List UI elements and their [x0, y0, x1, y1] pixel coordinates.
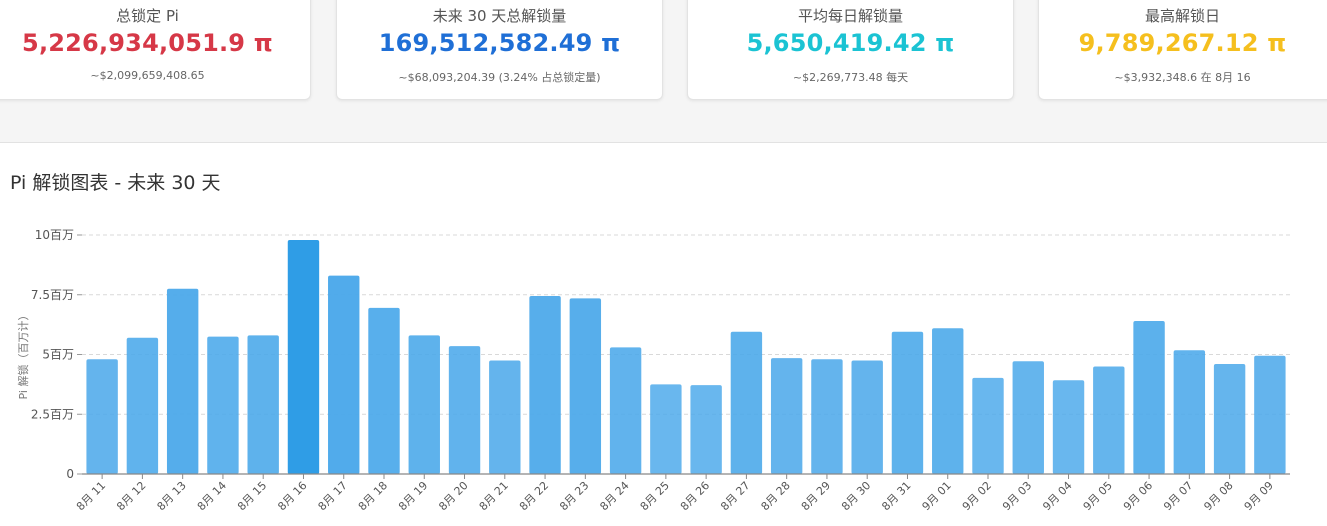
bar [851, 360, 883, 474]
stat-label: 未来 30 天总解锁量 [432, 7, 567, 25]
x-tick-label: 8月 31 [879, 479, 913, 513]
bar [932, 328, 964, 474]
stat-sub: ~$3,932,348.6 在 8月 16 [1114, 71, 1251, 84]
x-tick-label: 8月 12 [114, 479, 148, 513]
stat-sub: ~$2,269,773.48 每天 [792, 71, 909, 84]
y-tick-label: 7.5百万 [31, 288, 74, 302]
x-tick-label: 9月 09 [1242, 479, 1276, 513]
x-tick-label: 8月 13 [154, 479, 188, 513]
y-tick-label: 10百万 [35, 228, 74, 242]
x-tick-label: 8月 17 [316, 479, 350, 513]
x-tick-label: 8月 25 [638, 479, 672, 513]
x-tick-label: 8月 14 [195, 479, 229, 513]
stat-card-avg-daily-unlock: 平均每日解锁量 5,650,419.42 π ~$2,269,773.48 每天 [687, 0, 1014, 100]
y-axis-label: Pi 解锁（百万计） [16, 310, 30, 400]
x-tick-label: 8月 11 [74, 479, 108, 513]
bar [730, 331, 763, 474]
stat-value: 5,650,419.42 π [746, 29, 955, 57]
x-tick-label: 8月 30 [839, 479, 873, 513]
bar [247, 335, 279, 474]
x-tick-label: 8月 22 [517, 479, 551, 513]
y-tick-label: 0 [66, 467, 74, 481]
chart-title: Pi 解锁图表 - 未来 30 天 [10, 172, 221, 194]
x-tick-label: 8月 26 [678, 479, 712, 513]
stat-value: 169,512,582.49 π [378, 29, 621, 57]
bar [448, 346, 481, 474]
bar [569, 298, 602, 474]
x-tick-label: 8月 29 [799, 479, 833, 513]
x-tick-label: 8月 27 [718, 479, 752, 513]
stat-sub: ~$68,093,204.39 (3.24% 占总锁定量) [398, 71, 601, 84]
bar [650, 384, 682, 474]
bar [166, 288, 199, 474]
bar [1213, 364, 1246, 474]
x-tick-label: 9月 05 [1081, 479, 1115, 513]
x-tick-label: 8月 16 [275, 479, 309, 513]
stat-card-max-unlock-day: 最高解锁日 9,789,267.12 π ~$3,932,348.6 在 8月 … [1038, 0, 1327, 100]
bar [368, 307, 400, 474]
x-tick-label: 8月 15 [235, 479, 269, 513]
stat-label: 平均每日解锁量 [797, 7, 903, 25]
bar [86, 359, 118, 474]
bar [811, 359, 843, 474]
x-tick-label: 8月 19 [396, 479, 430, 513]
stat-card-total-unlock-30d: 未来 30 天总解锁量 169,512,582.49 π ~$68,093,20… [336, 0, 663, 100]
bar [1254, 355, 1286, 474]
stat-value: 9,789,267.12 π [1078, 29, 1287, 57]
bar [1133, 321, 1165, 474]
x-tick-label: 8月 28 [758, 479, 792, 513]
bar [328, 275, 360, 474]
bar [287, 240, 320, 474]
bar [489, 360, 521, 474]
bar [1173, 350, 1206, 474]
x-tick-label: 9月 08 [1201, 479, 1235, 513]
x-tick-label: 8月 18 [356, 479, 390, 513]
stat-label: 总锁定 Pi [116, 7, 179, 25]
bar [408, 335, 440, 474]
stat-value: 5,226,934,051.9 π [22, 29, 273, 57]
x-tick-label: 9月 06 [1121, 479, 1155, 513]
stat-sub: ~$2,099,659,408.65 [90, 69, 205, 82]
x-tick-label: 9月 01 [920, 479, 954, 513]
x-tick-label: 8月 20 [436, 479, 470, 513]
x-tick-label: 8月 24 [597, 479, 631, 513]
x-tick-label: 9月 03 [1000, 479, 1034, 513]
bar [529, 295, 561, 474]
bar [972, 377, 1004, 474]
bar [891, 331, 924, 474]
bar [609, 347, 642, 474]
bar [1093, 366, 1125, 474]
y-tick-label: 2.5百万 [31, 407, 74, 421]
y-tick-label: 5百万 [42, 348, 74, 362]
bar [207, 336, 239, 474]
bar [690, 385, 722, 474]
bar [770, 358, 803, 474]
stat-card-total-locked: 总锁定 Pi 5,226,934,051.9 π ~$2,099,659,408… [0, 0, 311, 100]
x-tick-label: 9月 04 [1040, 479, 1074, 513]
stat-label: 最高解锁日 [1144, 7, 1220, 25]
x-tick-label: 8月 21 [477, 479, 511, 513]
x-tick-label: 9月 07 [1161, 479, 1195, 513]
x-tick-label: 8月 23 [557, 479, 591, 513]
bar [1052, 380, 1085, 474]
bar [126, 337, 159, 474]
x-tick-label: 9月 02 [960, 479, 994, 513]
bar [1012, 361, 1044, 474]
